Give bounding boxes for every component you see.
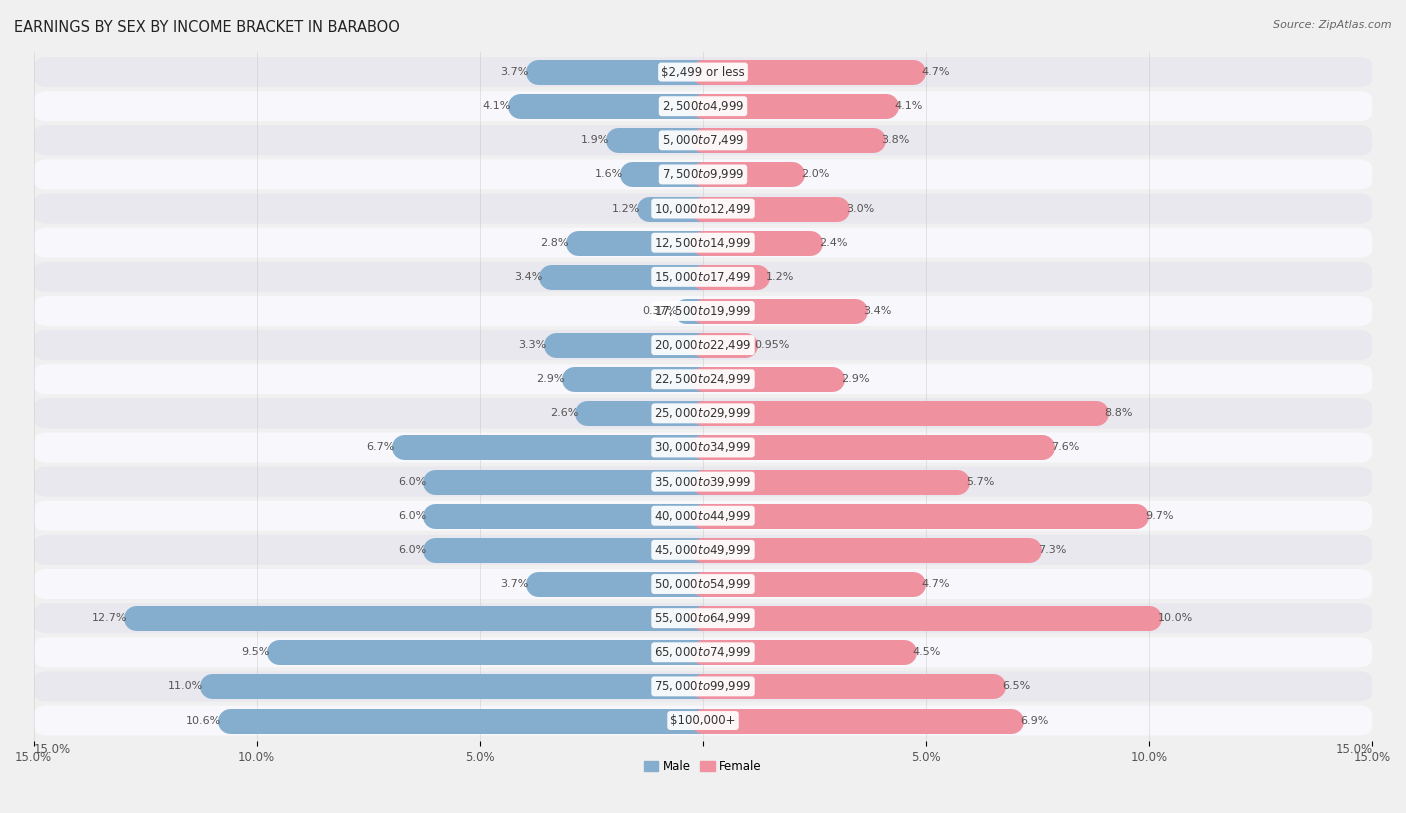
Text: 4.1%: 4.1%: [482, 101, 512, 111]
FancyBboxPatch shape: [34, 603, 1372, 633]
Text: 0.95%: 0.95%: [755, 340, 790, 350]
FancyBboxPatch shape: [34, 672, 1372, 702]
FancyBboxPatch shape: [34, 57, 1372, 87]
Text: $15,000 to $17,499: $15,000 to $17,499: [654, 270, 752, 284]
Text: 2.9%: 2.9%: [536, 374, 565, 385]
Text: $100,000+: $100,000+: [671, 714, 735, 727]
FancyBboxPatch shape: [34, 569, 1372, 599]
Text: 10.6%: 10.6%: [186, 715, 221, 725]
Text: 0.37%: 0.37%: [643, 306, 678, 316]
Text: 8.8%: 8.8%: [1105, 408, 1133, 419]
Text: 3.4%: 3.4%: [863, 306, 891, 316]
FancyBboxPatch shape: [34, 91, 1372, 121]
FancyBboxPatch shape: [34, 535, 1372, 565]
Text: 15.0%: 15.0%: [34, 743, 70, 756]
Text: $75,000 to $99,999: $75,000 to $99,999: [654, 680, 752, 693]
FancyBboxPatch shape: [34, 637, 1372, 667]
Text: 7.3%: 7.3%: [1038, 545, 1066, 555]
Text: 12.7%: 12.7%: [91, 613, 128, 623]
Text: $17,500 to $19,999: $17,500 to $19,999: [654, 304, 752, 318]
Legend: Male, Female: Male, Female: [644, 760, 762, 773]
Text: 6.5%: 6.5%: [1002, 681, 1031, 691]
FancyBboxPatch shape: [34, 193, 1372, 224]
Text: 4.7%: 4.7%: [922, 67, 950, 77]
Text: 2.0%: 2.0%: [801, 169, 830, 180]
Text: 4.5%: 4.5%: [912, 647, 941, 657]
FancyBboxPatch shape: [34, 296, 1372, 326]
Text: 1.9%: 1.9%: [581, 135, 609, 146]
Text: $20,000 to $22,499: $20,000 to $22,499: [654, 338, 752, 352]
Text: $2,499 or less: $2,499 or less: [661, 66, 745, 79]
Text: 3.7%: 3.7%: [501, 579, 529, 589]
FancyBboxPatch shape: [34, 125, 1372, 155]
FancyBboxPatch shape: [34, 501, 1372, 531]
Text: 2.4%: 2.4%: [820, 237, 848, 248]
Text: 3.7%: 3.7%: [501, 67, 529, 77]
Text: EARNINGS BY SEX BY INCOME BRACKET IN BARABOO: EARNINGS BY SEX BY INCOME BRACKET IN BAR…: [14, 20, 399, 35]
Text: $40,000 to $44,999: $40,000 to $44,999: [654, 509, 752, 523]
Text: 1.6%: 1.6%: [595, 169, 623, 180]
Text: $45,000 to $49,999: $45,000 to $49,999: [654, 543, 752, 557]
Text: 7.6%: 7.6%: [1052, 442, 1080, 453]
Text: 3.0%: 3.0%: [846, 203, 875, 214]
Text: 6.9%: 6.9%: [1019, 715, 1049, 725]
Text: $12,500 to $14,999: $12,500 to $14,999: [654, 236, 752, 250]
FancyBboxPatch shape: [34, 228, 1372, 258]
FancyBboxPatch shape: [34, 364, 1372, 394]
Text: 3.3%: 3.3%: [519, 340, 547, 350]
Text: 3.8%: 3.8%: [882, 135, 910, 146]
Text: 2.6%: 2.6%: [550, 408, 578, 419]
FancyBboxPatch shape: [34, 706, 1372, 736]
Text: 6.7%: 6.7%: [367, 442, 395, 453]
Text: $30,000 to $34,999: $30,000 to $34,999: [654, 441, 752, 454]
Text: $7,500 to $9,999: $7,500 to $9,999: [662, 167, 744, 181]
Text: $2,500 to $4,999: $2,500 to $4,999: [662, 99, 744, 113]
Text: 2.8%: 2.8%: [541, 237, 569, 248]
Text: $22,500 to $24,999: $22,500 to $24,999: [654, 372, 752, 386]
Text: 10.0%: 10.0%: [1159, 613, 1194, 623]
Text: $65,000 to $74,999: $65,000 to $74,999: [654, 646, 752, 659]
FancyBboxPatch shape: [34, 159, 1372, 189]
FancyBboxPatch shape: [34, 330, 1372, 360]
FancyBboxPatch shape: [34, 467, 1372, 497]
FancyBboxPatch shape: [34, 398, 1372, 428]
Text: 2.9%: 2.9%: [841, 374, 870, 385]
Text: $35,000 to $39,999: $35,000 to $39,999: [654, 475, 752, 489]
Text: 6.0%: 6.0%: [398, 511, 426, 521]
Text: 6.0%: 6.0%: [398, 545, 426, 555]
Text: $55,000 to $64,999: $55,000 to $64,999: [654, 611, 752, 625]
Text: 3.4%: 3.4%: [515, 272, 543, 282]
FancyBboxPatch shape: [34, 262, 1372, 292]
Text: $5,000 to $7,499: $5,000 to $7,499: [662, 133, 744, 147]
Text: 5.7%: 5.7%: [966, 476, 994, 487]
Text: Source: ZipAtlas.com: Source: ZipAtlas.com: [1274, 20, 1392, 30]
FancyBboxPatch shape: [34, 433, 1372, 463]
Text: $50,000 to $54,999: $50,000 to $54,999: [654, 577, 752, 591]
Text: 1.2%: 1.2%: [612, 203, 641, 214]
Text: 1.2%: 1.2%: [765, 272, 794, 282]
Text: 4.1%: 4.1%: [894, 101, 924, 111]
Text: 11.0%: 11.0%: [167, 681, 202, 691]
Text: 6.0%: 6.0%: [398, 476, 426, 487]
Text: 15.0%: 15.0%: [1336, 743, 1372, 756]
Text: 9.5%: 9.5%: [242, 647, 270, 657]
Text: $25,000 to $29,999: $25,000 to $29,999: [654, 406, 752, 420]
Text: 4.7%: 4.7%: [922, 579, 950, 589]
Text: $10,000 to $12,499: $10,000 to $12,499: [654, 202, 752, 215]
Text: 9.7%: 9.7%: [1144, 511, 1174, 521]
